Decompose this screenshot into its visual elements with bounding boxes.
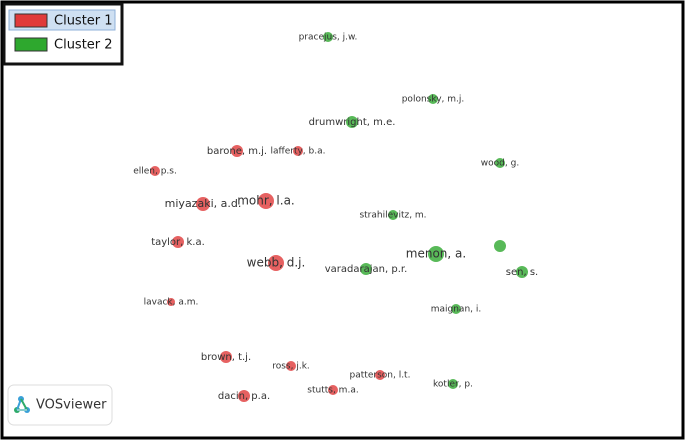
node xyxy=(196,197,210,211)
node-label: maignan, i. xyxy=(431,305,482,315)
brand-box[interactable] xyxy=(7,384,113,426)
node xyxy=(494,240,506,252)
node-label: dacin, p.a. xyxy=(218,391,270,402)
node xyxy=(268,255,284,271)
node-label: taylor, k.a. xyxy=(151,237,205,248)
node-label: menon, a. xyxy=(406,247,466,261)
legend-swatch xyxy=(14,13,48,28)
node-label: patterson, l.t. xyxy=(350,371,411,381)
nodes: barone, m.j. lafferty, b.a. ellen, p.s. miy… xyxy=(133,32,538,402)
node-label: stutts, m.a. xyxy=(307,386,358,396)
node xyxy=(167,298,175,306)
legend-swatch xyxy=(14,37,48,52)
node xyxy=(238,390,250,402)
node-label: ross, j.k. xyxy=(272,362,310,372)
node xyxy=(360,263,372,275)
node-label: lavack, a.m. xyxy=(144,298,199,308)
node-label: barone, m.j. xyxy=(207,146,267,157)
node-label: kotler, p. xyxy=(433,380,473,390)
node xyxy=(172,236,184,248)
node xyxy=(448,379,458,389)
node xyxy=(293,146,303,156)
brand-logo xyxy=(14,396,30,413)
node xyxy=(258,193,274,209)
node xyxy=(428,94,438,104)
node-label: strahilevitz, m. xyxy=(359,211,426,221)
node-label: miyazaki, a.d. xyxy=(165,197,242,210)
node-label: polonsky, m.j. xyxy=(402,95,465,105)
node-label: mohr, l.a. xyxy=(237,194,295,208)
node xyxy=(323,32,333,42)
node-label: webb, d.j. xyxy=(247,256,306,270)
node xyxy=(150,166,160,176)
node xyxy=(346,116,358,128)
node-label: wood, g. xyxy=(481,159,519,169)
node-label: drumwright, m.e. xyxy=(309,117,396,128)
brand-name: VOSviewer xyxy=(36,398,107,413)
node-label: pracejus, j.w. xyxy=(299,33,358,43)
legend-label: Cluster 2 xyxy=(54,38,113,53)
node-label: varadarajan, p.r. xyxy=(325,264,408,275)
node xyxy=(220,351,232,363)
node xyxy=(428,246,444,262)
node xyxy=(328,385,338,395)
legend-label: Cluster 1 xyxy=(54,14,113,29)
node-label: lafferty, b.a. xyxy=(271,147,326,157)
node xyxy=(451,304,461,314)
node xyxy=(231,145,243,157)
node xyxy=(388,210,398,220)
node xyxy=(516,266,528,278)
node xyxy=(375,370,385,380)
node xyxy=(495,158,505,168)
node-label: ellen, p.s. xyxy=(133,167,177,177)
node xyxy=(286,361,296,371)
node-label: sen, s. xyxy=(506,267,538,278)
node-label: brown, t.j. xyxy=(201,352,251,363)
